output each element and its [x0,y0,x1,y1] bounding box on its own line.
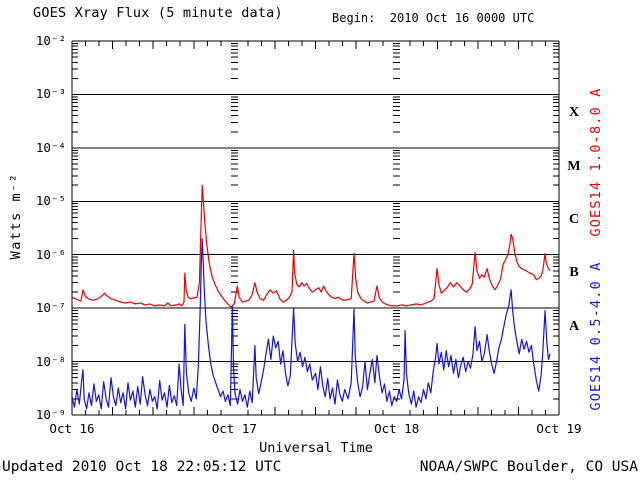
goes14-short-channel-line [72,238,551,410]
x-axis-label: Universal Time [259,440,373,456]
y-tick-label: 10⁻⁶ [35,246,66,262]
series-label-goes14-short: GOES14 0.5-4.0 A [588,261,604,411]
x-tick-label: Oct 17 [211,421,257,436]
y-tick-label: 10⁻⁴ [35,139,66,155]
y-tick-label: 10⁻⁹ [35,407,66,422]
goes14-long-channel-line [72,184,551,308]
begin-time-label: Begin: 2010 Oct 16 0000 UTC [332,11,535,25]
grid-and-ticks [71,40,560,416]
y-tick-label: 10⁻³ [35,86,66,102]
flare-class-letter: B [569,265,579,281]
y-tick-label: 10⁻⁸ [35,353,66,369]
noaa-credit: NOAA/SWPC Boulder, CO USA [419,459,638,475]
updated-timestamp: Updated 2010 Oct 18 22:05:12 UTC [2,459,282,475]
flare-class-letter: X [568,105,580,121]
flare-class-letter: C [568,212,580,227]
y-tick-label: 10⁻⁵ [35,193,66,209]
x-tick-label: Oct 19 [536,421,582,436]
chart-title: GOES Xray Flux (5 minute data) [33,5,283,21]
y-tick-label: 10⁻⁷ [35,300,66,316]
flare-class-letter: M [567,158,581,174]
y-tick-label: 10⁻² [35,33,66,48]
x-tick-label: Oct 16 [49,421,95,436]
flare-class-letter: A [568,318,580,334]
series-label-goes14-long: GOES14 1.0-8.0 A [588,87,604,237]
x-tick-label: Oct 18 [374,421,420,436]
